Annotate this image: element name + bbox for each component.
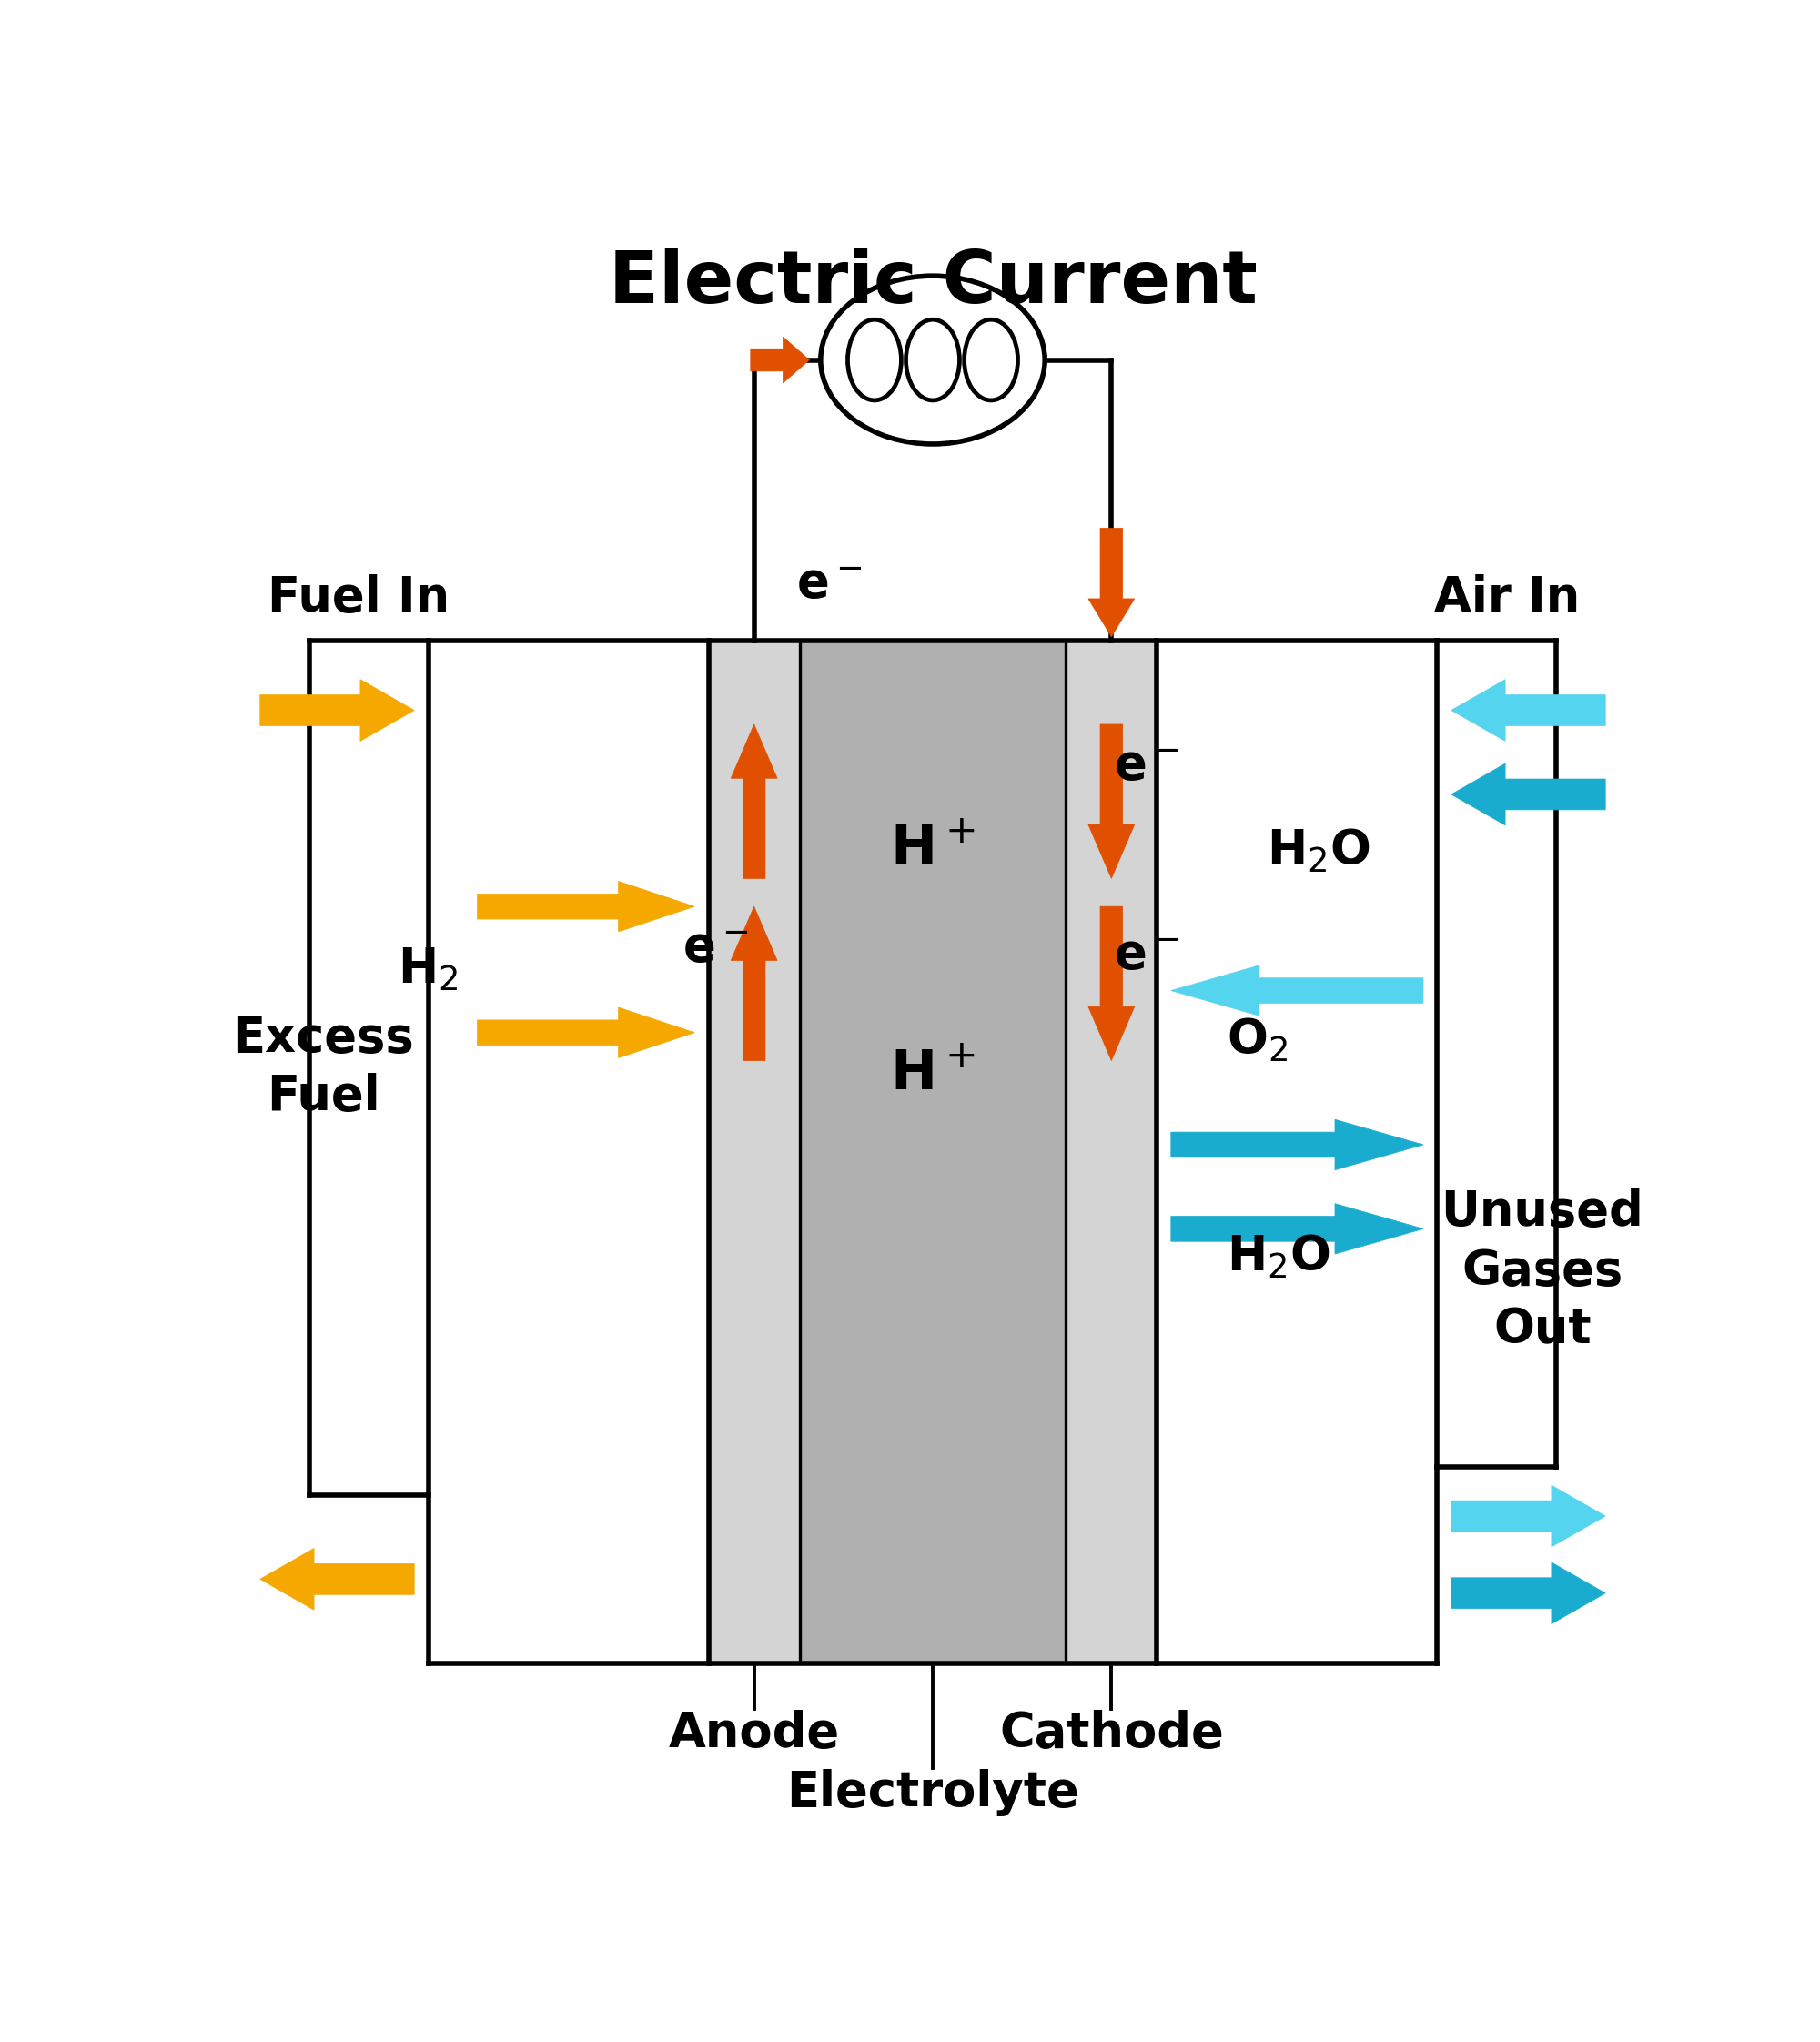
Polygon shape xyxy=(750,337,810,384)
Polygon shape xyxy=(1170,966,1423,1015)
Text: e$^-$: e$^-$ xyxy=(682,925,748,972)
Text: Unused
Gases
Out: Unused Gases Out xyxy=(1441,1188,1643,1354)
Text: H$^+$: H$^+$ xyxy=(890,1048,976,1101)
Polygon shape xyxy=(1170,1119,1423,1170)
Text: H$^+$: H$^+$ xyxy=(890,823,976,878)
Text: Electric Current: Electric Current xyxy=(608,247,1258,319)
Polygon shape xyxy=(1451,680,1605,741)
Text: Fuel In: Fuel In xyxy=(268,574,450,623)
Polygon shape xyxy=(260,680,415,741)
Text: Air In: Air In xyxy=(1434,574,1580,623)
Text: e$^-$: e$^-$ xyxy=(1114,743,1179,790)
Polygon shape xyxy=(1088,907,1134,1060)
Polygon shape xyxy=(1088,529,1134,637)
Polygon shape xyxy=(732,725,777,878)
Bar xyxy=(1067,641,1158,1664)
Bar xyxy=(799,641,1067,1664)
Text: H$_2$O: H$_2$O xyxy=(1267,827,1370,874)
Polygon shape xyxy=(260,1548,415,1609)
Text: H$_2$: H$_2$ xyxy=(399,945,459,992)
Polygon shape xyxy=(1451,1562,1605,1623)
Bar xyxy=(708,641,799,1664)
Polygon shape xyxy=(1088,725,1134,878)
Polygon shape xyxy=(477,882,695,931)
Text: e$^-$: e$^-$ xyxy=(1114,931,1179,980)
Text: Electrolyte: Electrolyte xyxy=(786,1768,1079,1817)
Text: Excess
Fuel: Excess Fuel xyxy=(233,1015,413,1121)
Text: H$_2$O: H$_2$O xyxy=(1227,1233,1330,1280)
Polygon shape xyxy=(1451,1485,1605,1548)
Polygon shape xyxy=(1451,764,1605,825)
Polygon shape xyxy=(477,1007,695,1058)
Ellipse shape xyxy=(821,276,1045,443)
Text: Anode: Anode xyxy=(668,1709,839,1756)
Polygon shape xyxy=(1170,1203,1423,1254)
Text: O$_2$: O$_2$ xyxy=(1227,1015,1289,1064)
Text: Cathode: Cathode xyxy=(999,1709,1223,1756)
Polygon shape xyxy=(732,907,777,1060)
Text: e$^-$: e$^-$ xyxy=(795,560,863,609)
